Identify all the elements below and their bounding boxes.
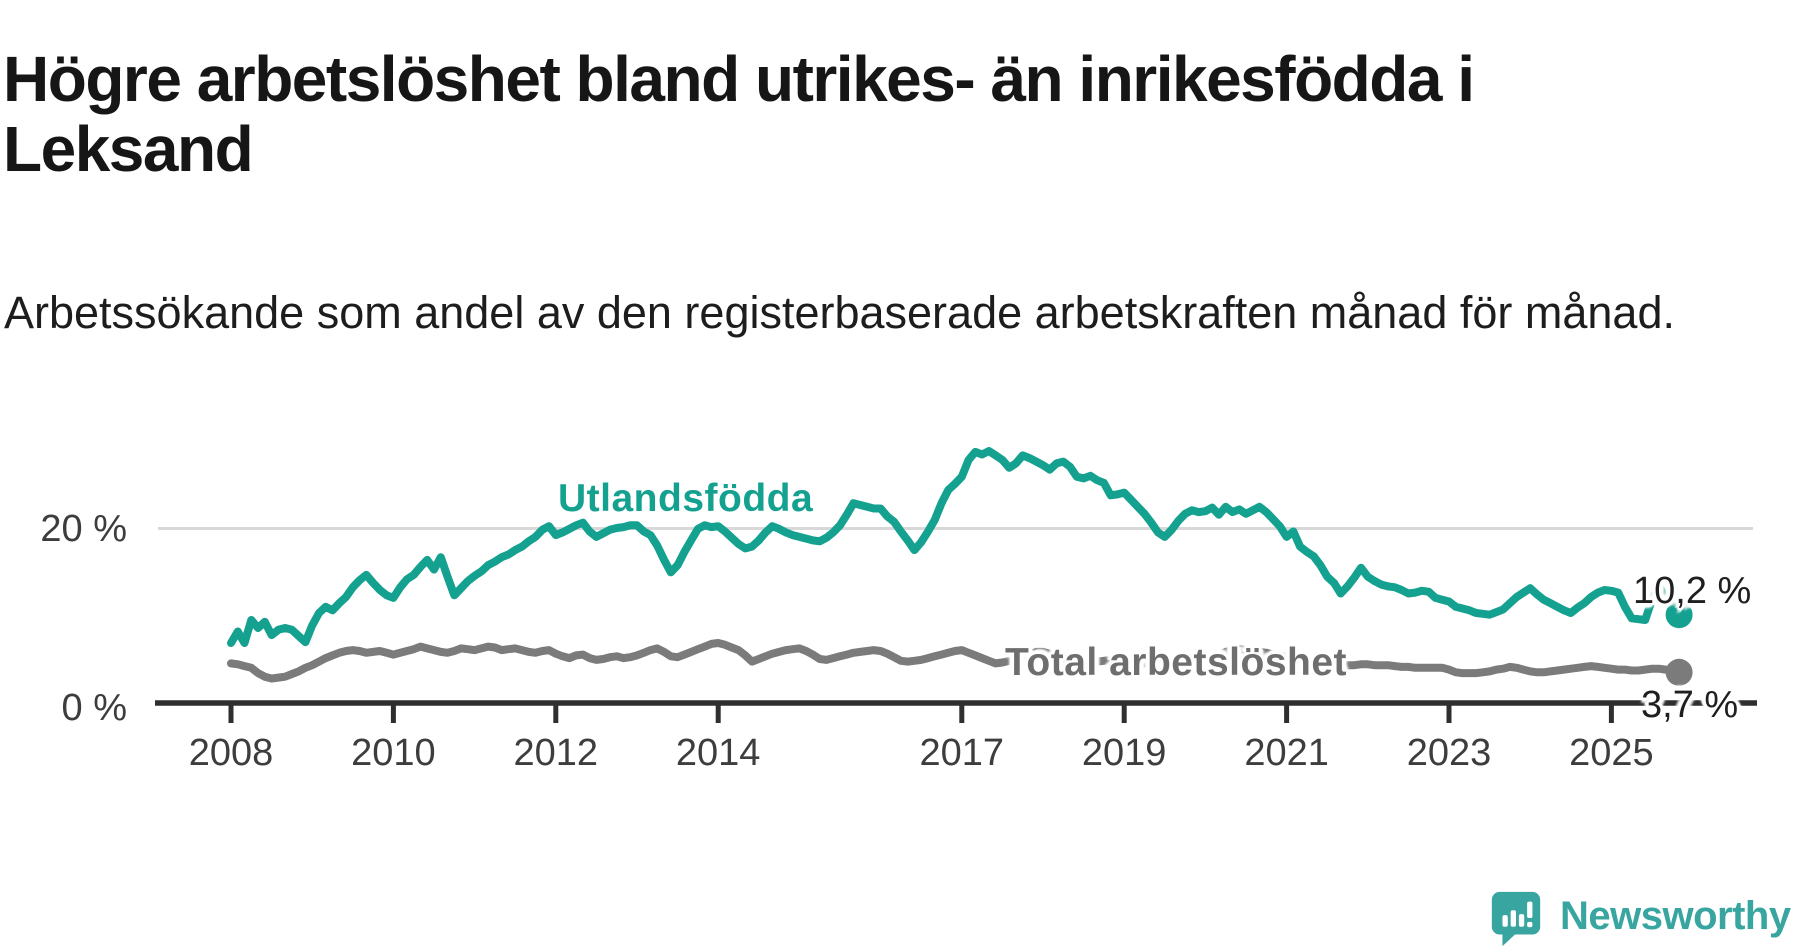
page-title: Högre arbetslöshet bland utrikes- än inr… [3,42,1475,185]
series-end-dot [1665,658,1693,686]
x-tick-label: 2025 [1569,732,1654,774]
x-tick-label: 2014 [675,732,761,774]
x-tick-label: 2023 [1406,732,1492,774]
x-tick-label: 2017 [919,732,1005,774]
series-label-total-arbetsloshet: Total arbetslöshet [1005,641,1348,684]
exclamation-bar [1527,901,1533,919]
chart-series-lines [227,447,1693,686]
page-subtitle: Arbetssökande som andel av den registerb… [4,287,1675,338]
series-line [227,639,1684,683]
bar-3 [1518,914,1525,927]
newsworthy-logo-text: Newsworthy [1560,894,1791,938]
end-value-label-utlandsfodda: 10,2 % [1633,570,1752,612]
series-label-utlandsfodda: Utlandsfödda [558,477,814,520]
y-axis-label-20: 20 % [40,508,127,550]
end-value-label-total: 3,7 % [1641,684,1739,726]
newsworthy-logo-icon [1491,891,1541,947]
x-tick-label: 2012 [513,732,599,774]
x-tick-label: 2008 [188,732,274,774]
bar-2 [1510,910,1516,927]
x-axis-ticks [228,705,1614,723]
x-tick-label: 2019 [1081,732,1167,774]
x-tick-label: 2021 [1244,732,1329,774]
series-line [227,447,1684,647]
x-tick-label: 2010 [351,732,436,774]
exclamation-dot [1527,921,1533,928]
y-axis-label-0: 0 % [61,687,127,729]
bar-1 [1502,915,1508,927]
